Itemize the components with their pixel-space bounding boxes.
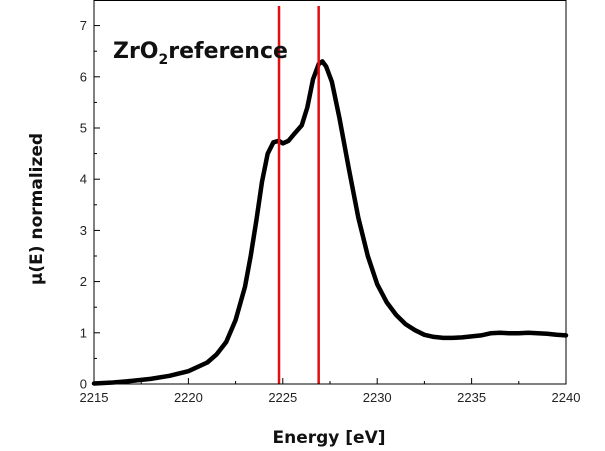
x-tick-label: 2225: [268, 390, 297, 405]
y-tick-label: 6: [80, 69, 87, 84]
plot-area: [91, 6, 569, 386]
y-tick-label: 1: [80, 325, 87, 340]
y-tick-label: 0: [80, 377, 87, 392]
spectrum-line: [91, 59, 569, 386]
x-tick-label: 2230: [363, 390, 392, 405]
y-tick-label: 7: [80, 18, 87, 33]
y-tick-label: 2: [80, 274, 87, 289]
annotation-subscript: 2: [159, 52, 169, 68]
sample-annotation: ZrO2reference: [113, 39, 288, 68]
plot-frame: [93, 0, 567, 385]
y-tick-label: 5: [80, 121, 87, 136]
x-tick-label: 2220: [174, 390, 203, 405]
annotation-main: ZrO: [113, 39, 159, 64]
axis-ticks: 2215 2220 2225 2230 2235 2240 0 1 2 3 4 5 6 7: [80, 18, 581, 405]
y-tick-label: 3: [80, 223, 87, 238]
annotation-rest: reference: [168, 39, 288, 64]
x-axis-title: Energy [eV]: [272, 428, 385, 448]
x-tick-label: 2235: [457, 390, 486, 405]
x-tick-label: 2240: [552, 390, 581, 405]
y-tick-label: 4: [80, 172, 87, 187]
x-tick-label: 2215: [80, 390, 109, 405]
y-axis-title: μ(E) normalized: [27, 133, 47, 285]
